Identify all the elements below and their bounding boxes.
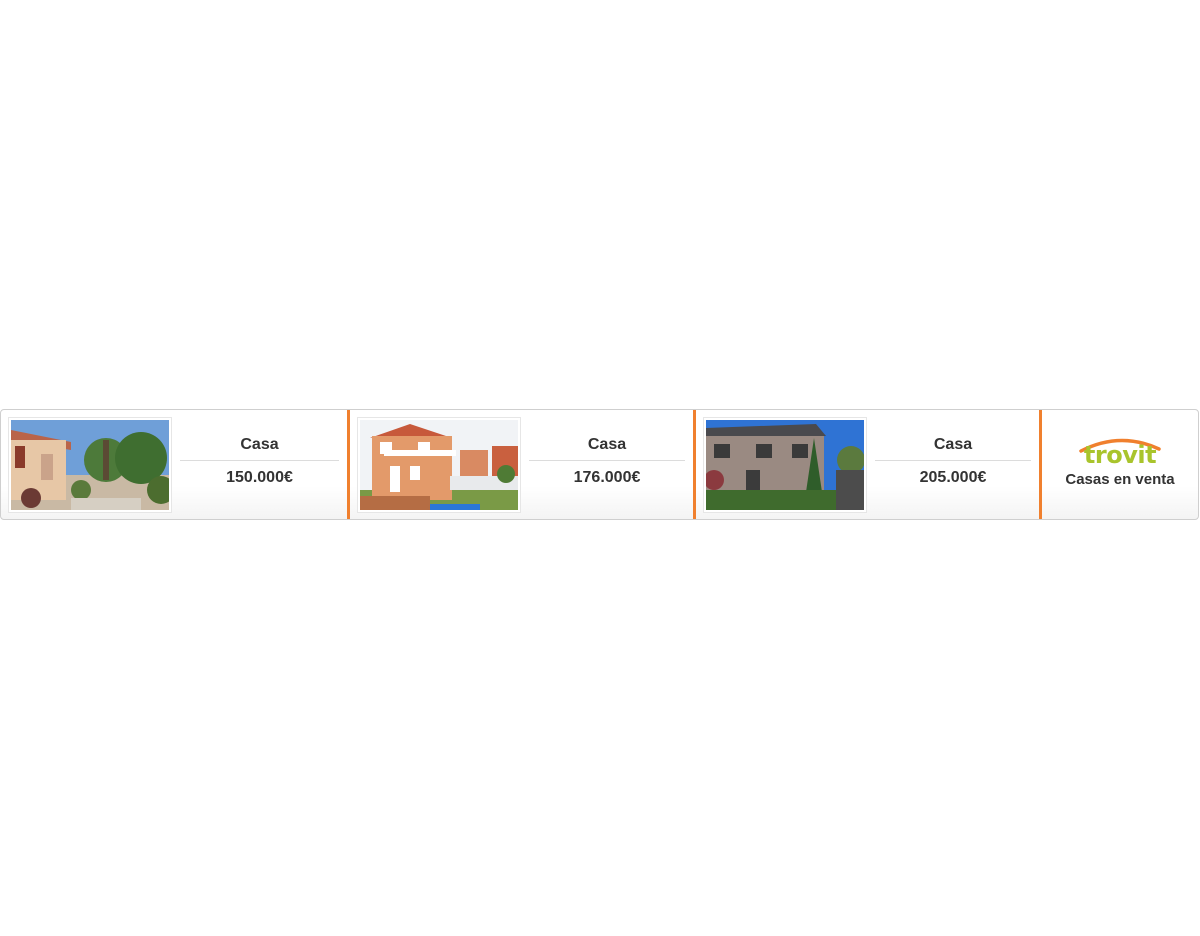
- swoosh-icon: [1079, 438, 1161, 453]
- listing-type: Casa: [240, 436, 279, 453]
- listing-info-2: Casa 176.000€: [529, 436, 685, 489]
- divider: [875, 460, 1031, 461]
- trovit-brand-link[interactable]: trovit Casas en venta: [1039, 410, 1198, 519]
- logo-wordmark: trovit: [1083, 441, 1157, 469]
- house-photo-2: [360, 419, 518, 510]
- listing-card-2[interactable]: Casa 176.000€: [347, 410, 693, 519]
- listing-price: 150.000€: [226, 469, 293, 486]
- listing-card-3[interactable]: Casa 205.000€: [693, 410, 1039, 519]
- listing-info-1: Casa 150.000€: [180, 436, 339, 489]
- divider: [180, 460, 339, 461]
- listing-info-3: Casa 205.000€: [875, 436, 1031, 489]
- listing-price: 176.000€: [573, 469, 641, 486]
- house-photo-3: [706, 419, 864, 510]
- divider: [529, 460, 685, 461]
- listing-price: 205.000€: [919, 469, 987, 486]
- property-ad-banner: Casa 150.000€: [0, 409, 1199, 520]
- house-photo-1: [11, 419, 169, 510]
- listing-type: Casa: [587, 436, 627, 453]
- trovit-logo: trovit: [1075, 435, 1165, 469]
- listing-photo-2[interactable]: [357, 416, 521, 513]
- listing-type: Casa: [933, 436, 973, 453]
- brand-tagline: Casas en venta: [1065, 471, 1175, 488]
- listing-photo-3[interactable]: [703, 416, 867, 513]
- listing-card-1[interactable]: Casa 150.000€: [1, 410, 347, 519]
- listing-photo-1[interactable]: [8, 416, 172, 513]
